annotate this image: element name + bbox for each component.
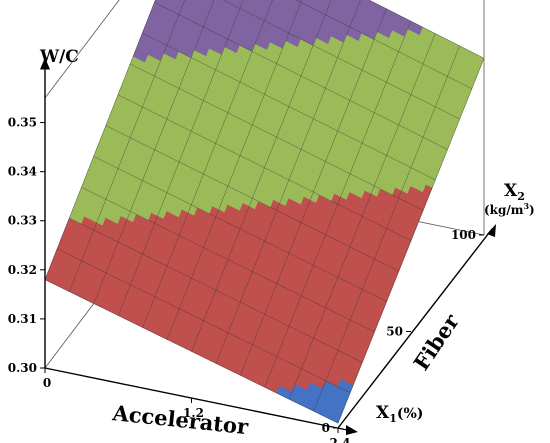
surface-cell [352,0,361,5]
mesh-line [313,45,460,412]
y-tick-label: 50 [386,325,403,339]
y-symbol-sub: 2 [517,190,525,203]
response-surface [44,0,485,424]
surface-cell [263,0,273,6]
x-tick-label: 2.4 [330,436,351,443]
y-axis-symbol: X2 [504,181,525,203]
x-symbol-unit: (%) [397,406,424,422]
y-unit-post: ) [529,203,535,217]
y-symbol-main: X [504,181,518,201]
y-axis-unit: (kg/m3) [484,201,535,217]
x-axis-arrow [346,425,358,435]
z-tick-label: 0.33 [8,214,37,228]
z-tick-label: 0.32 [8,263,37,277]
y-unit-sup: 3 [523,201,529,211]
y-tick-label: 0 [322,421,330,435]
x-symbol-sub: 1 [389,412,397,425]
surface-cell [259,0,266,3]
x-axis-line [44,367,353,432]
surface-cell [185,0,193,3]
y-unit-pre: (kg/m [484,203,524,217]
z-tick-label: 0.31 [8,312,37,326]
x-tick-label: 0 [43,376,51,390]
z-tick-label: 0.34 [8,165,37,179]
surface-cell [315,0,325,5]
x-axis-symbol: X1(%) [376,403,423,425]
surface-cell [190,0,200,6]
y-axis-line [337,228,493,429]
mesh-line [337,58,485,424]
x-tick-label: 1.2 [183,406,204,420]
x-symbol-main: X [376,403,390,423]
y-tick-label: 100 [451,228,476,242]
surface-cell [279,0,288,5]
box-edge [44,0,120,99]
z-axis-arrow [40,57,50,70]
surface-cell [169,0,178,5]
y-axis-name: Fiber [408,309,464,375]
z-tick-label: 0.35 [8,116,37,130]
mesh-line [295,0,472,89]
z-tick-label: 0.30 [8,361,37,375]
mesh-line [368,0,485,59]
surface-cell [337,0,347,6]
surface-cell [331,0,339,3]
surface-cell [242,0,251,5]
y-axis-arrow [487,224,496,237]
surface-cell [205,0,215,5]
z-axis-label: W/C [39,47,79,67]
mesh-line [222,0,460,120]
